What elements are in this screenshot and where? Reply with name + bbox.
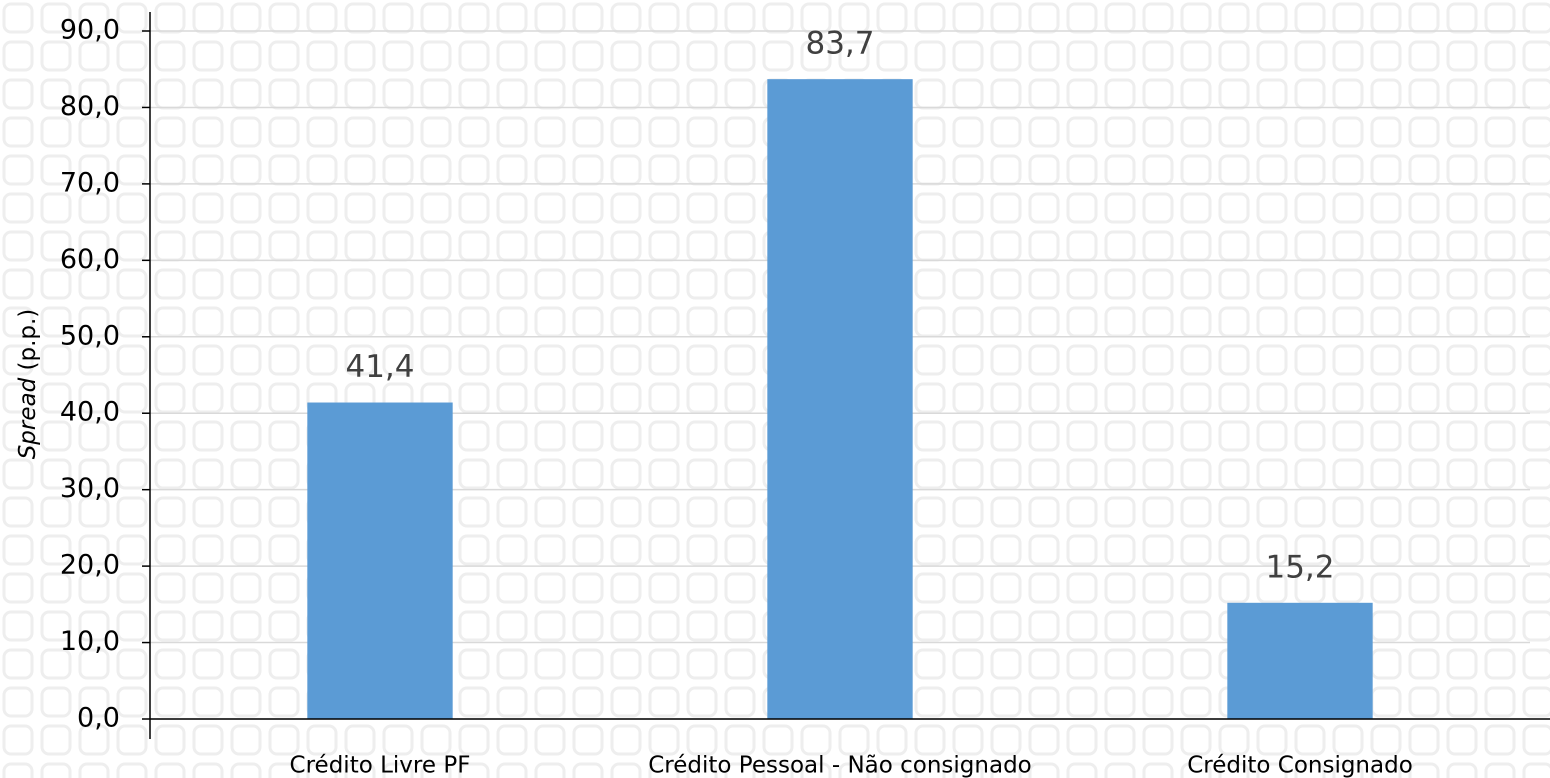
bar <box>767 79 913 719</box>
y-tick-label: 40,0 <box>60 397 120 428</box>
y-tick-label: 0,0 <box>77 703 120 734</box>
y-tick-label: 80,0 <box>60 91 120 122</box>
y-axis-label: Spread (p.p.) <box>15 309 41 460</box>
y-tick-label: 90,0 <box>60 15 120 46</box>
x-tick-label: Crédito Consignado <box>1187 753 1413 778</box>
bar <box>307 402 453 719</box>
y-tick-label: 60,0 <box>60 244 120 275</box>
x-tick-label: Crédito Livre PF <box>290 753 471 778</box>
data-label: 15,2 <box>1265 549 1334 585</box>
y-tick-label: 50,0 <box>60 320 120 351</box>
y-tick-label: 10,0 <box>60 626 120 657</box>
data-label: 41,4 <box>345 349 414 385</box>
y-axis-label-text: (p.p.) <box>15 309 41 371</box>
y-tick-label: 70,0 <box>60 167 120 198</box>
x-tick-label: Crédito Pessoal - Não consignado <box>648 753 1032 778</box>
y-axis-label-emphasis: Spread <box>15 377 41 459</box>
data-label: 83,7 <box>805 26 874 62</box>
y-tick-label: 20,0 <box>60 550 120 581</box>
bar <box>1227 602 1373 719</box>
y-tick-label: 30,0 <box>60 473 120 504</box>
